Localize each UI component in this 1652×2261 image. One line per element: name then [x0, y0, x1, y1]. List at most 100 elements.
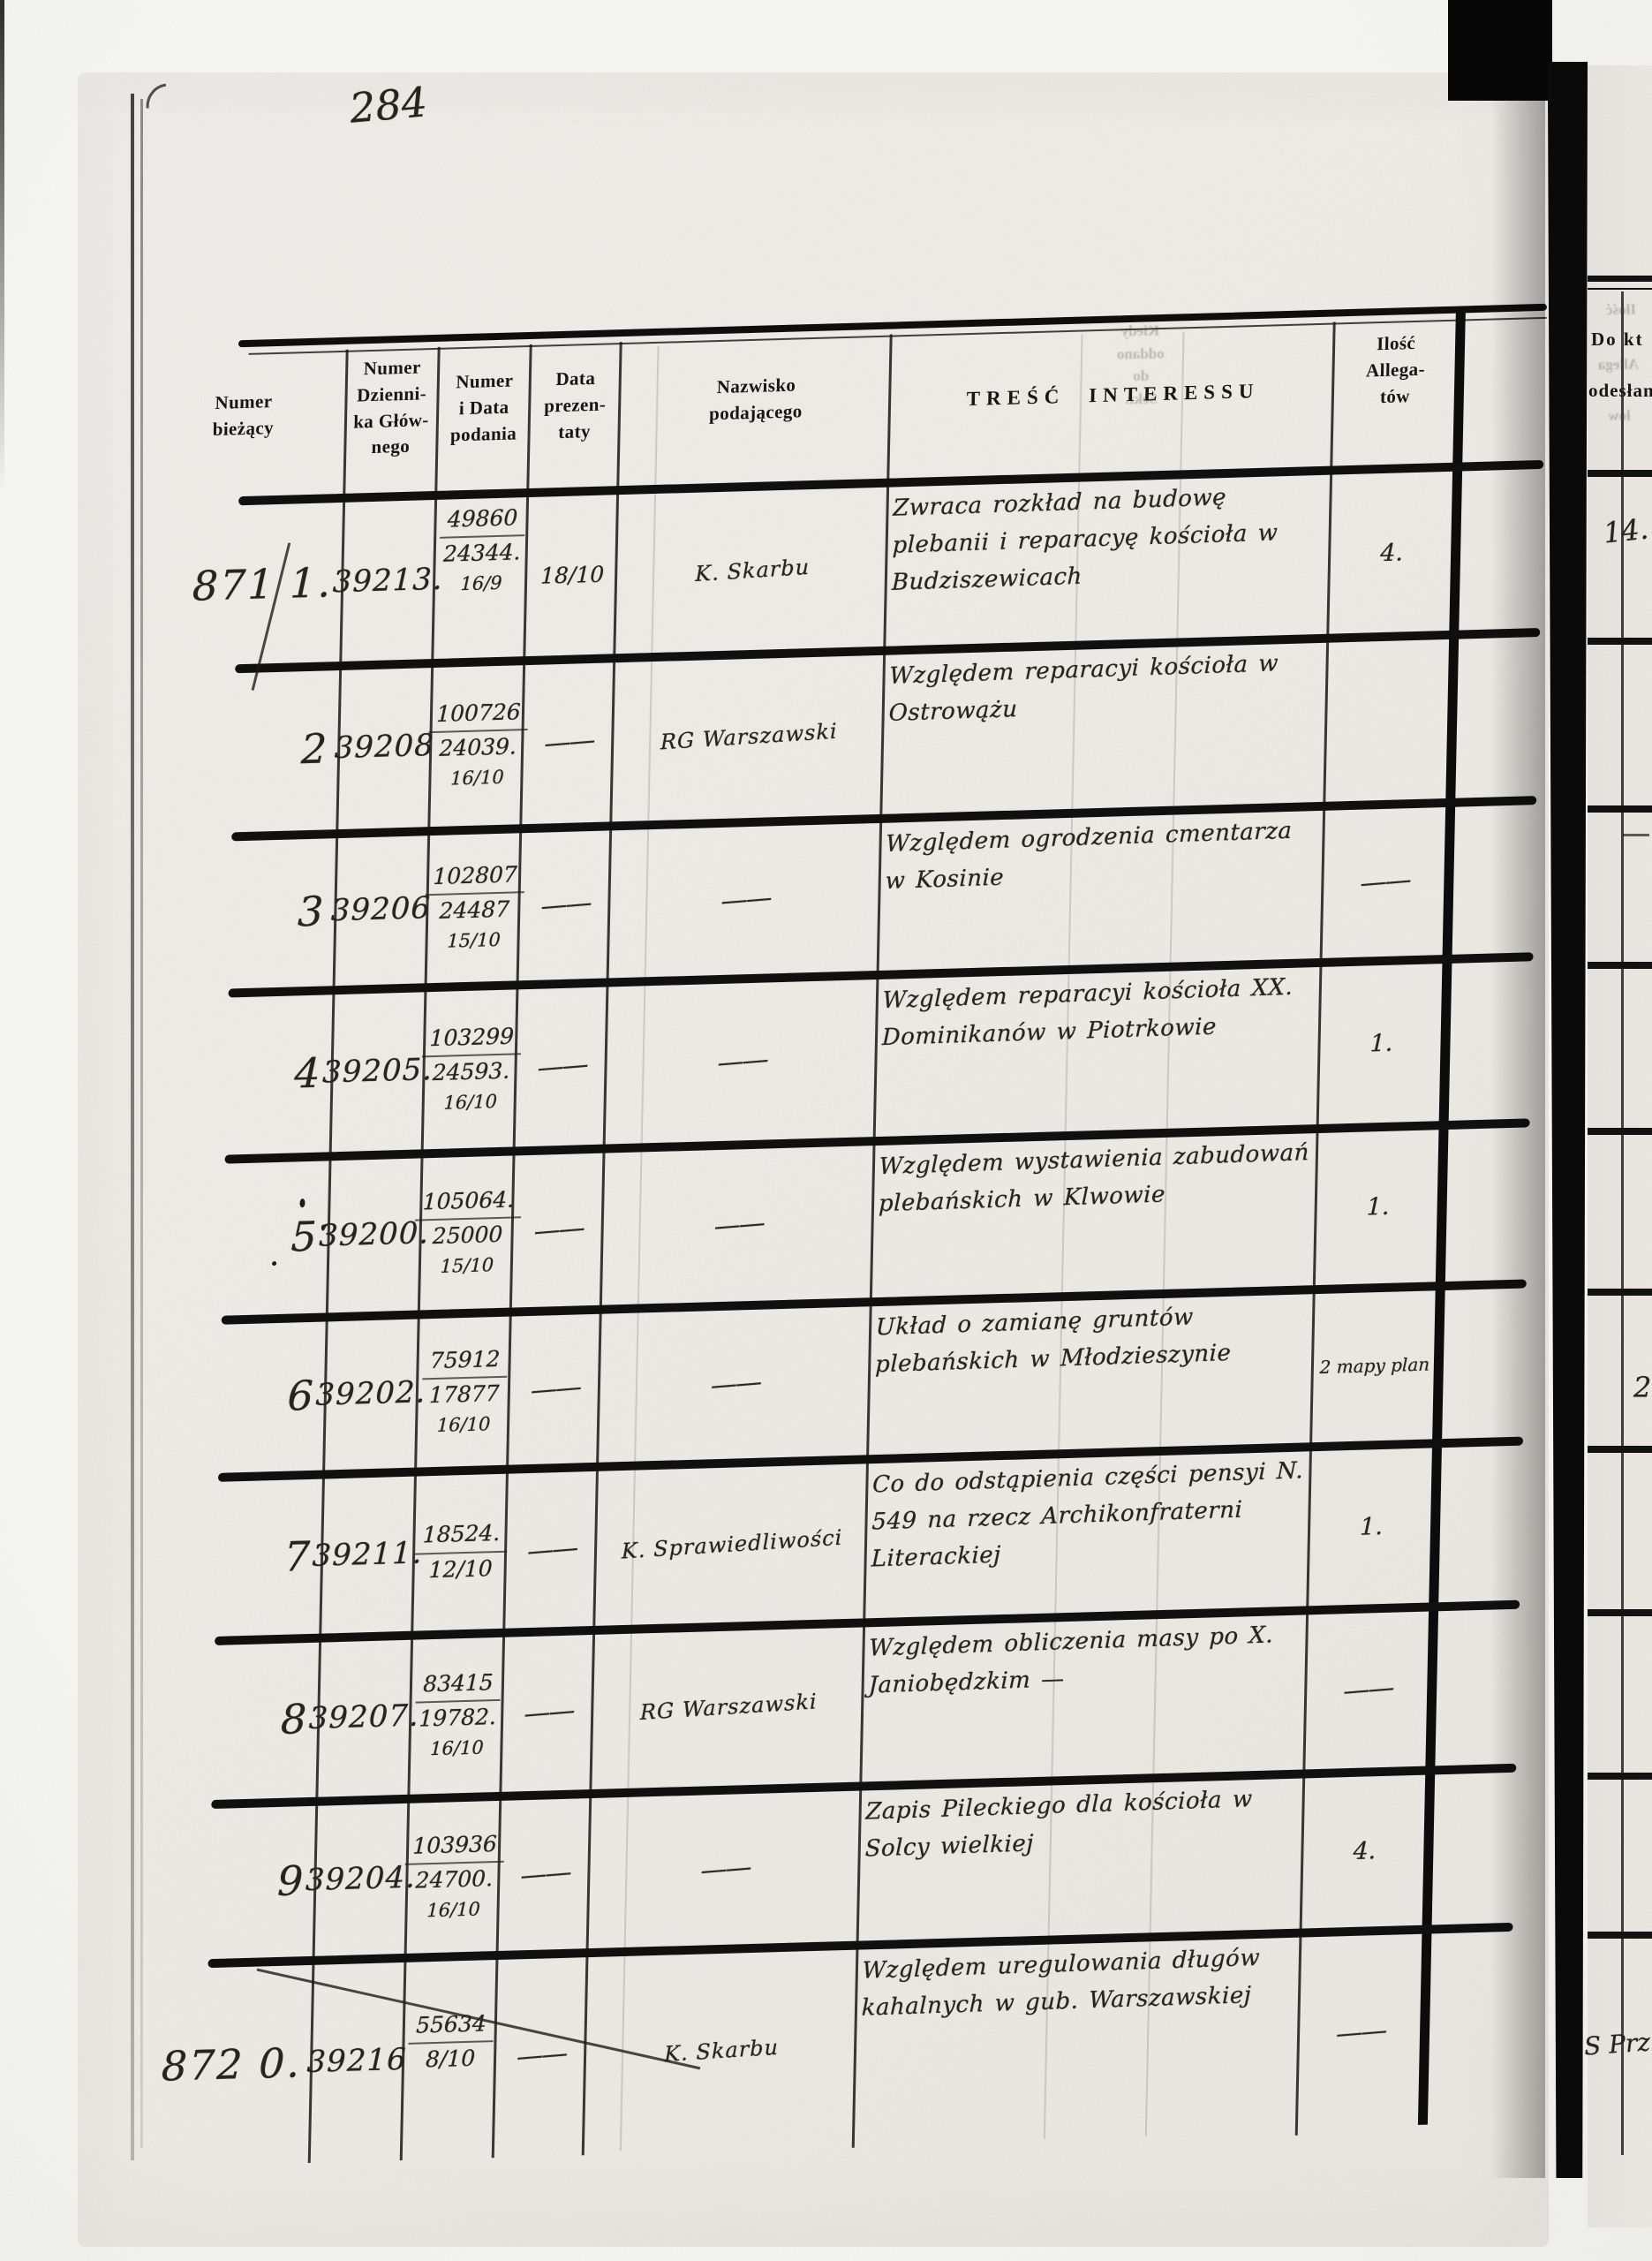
cell-numer-i-data: 103936 24700. 16/10 [404, 1803, 505, 1950]
podanie-date: 15/10 [440, 1253, 494, 1277]
cell-allegaty: 2 mapy plan [1319, 1353, 1430, 1379]
col-header-tresc-interessu: TREŚĆ INTERESSU [966, 379, 1260, 411]
podanie-date: 16/10 [449, 766, 504, 790]
col-header-numer-i-data: Numer i Data podania [449, 369, 517, 446]
right-page-header-fragment: odesłano [1588, 380, 1652, 401]
cell-numer-dziennika: 39216 [306, 2041, 408, 2080]
cell-data-prezentaty: —— [519, 1856, 570, 1892]
cell-numer-dziennika: 39205. [321, 1052, 434, 1091]
podanie-date: 16/10 [429, 1735, 484, 1759]
gutter-shadow [1490, 71, 1545, 2178]
cell-numer-dziennika: 39211. [312, 1535, 424, 1574]
cell-nazwisko: —— [720, 881, 771, 917]
podanie-number: 55634 [408, 2007, 494, 2045]
page-number: 284 [347, 78, 429, 132]
cell-data-prezentaty: 18/10 [539, 561, 605, 589]
cell-data-prezentaty: —— [530, 1371, 581, 1406]
podanie-number: 19782. [419, 1704, 497, 1732]
cell-nazwisko: K. Skarbu [664, 2034, 780, 2067]
cell-numer-dziennika: 39200. [318, 1215, 430, 1254]
bleedthrough-text: Iłość [1605, 300, 1637, 319]
podanie-date: 16/10 [436, 1412, 491, 1436]
podanie-number: 105064. [415, 1183, 522, 1221]
cell-tresc: Zwraca rozkład na budowę plebanii i repa… [891, 484, 1279, 597]
cell-nazwisko: —— [717, 1043, 768, 1078]
cell-data-prezentaty: —— [523, 1694, 574, 1730]
right-page-entry-fragment: 14. [1602, 511, 1650, 550]
right-page-top-rule-thin [1588, 288, 1652, 290]
cell-numer-biezacy: 8 [280, 1694, 309, 1743]
podanie-number: 103936 [404, 1827, 505, 1866]
cell-tresc: Względem reparacyi kościoła w Ostrowążu [888, 650, 1279, 728]
right-page-top-rule [1588, 276, 1652, 282]
cell-numer-biezacy: 7 [283, 1531, 313, 1581]
cell-numer-i-data: 83415 19782. 16/10 [411, 1639, 505, 1790]
cell-nazwisko: RG Warszawski [639, 1689, 818, 1725]
cell-nazwisko: —— [699, 1851, 751, 1887]
right-page-entry-fragment: 2 [1633, 1371, 1652, 1404]
podanie-number: 17877 [428, 1380, 500, 1409]
cell-numer-biezacy: 6 [287, 1371, 316, 1420]
col-header-ilosc-allegatow: Ilość Allega- tów [1365, 331, 1426, 407]
cell-allegaty: 1. [1366, 1192, 1390, 1221]
cell-numer-biezacy: 871 1. [192, 558, 333, 610]
podanie-number: 49860 [440, 502, 525, 540]
col-header-numer-dziennika: Numer Dzienni- ka Głów- nego [353, 356, 429, 458]
cell-tresc: Co do odstąpienia części pensyi N. 549 n… [871, 1457, 1304, 1573]
register-table: Numer bieżący Numer Dzienni- ka Głów- ne… [112, 303, 1548, 2174]
table-row: 872 0. 39216 55634 8/10 —— K. Skarbu Wzg… [112, 1935, 1434, 2162]
right-page-row-separator [1588, 1289, 1652, 1296]
cell-nazwisko: —— [710, 1365, 761, 1402]
scan-black-corner [1448, 0, 1552, 101]
podanie-number: 83415 [415, 1666, 502, 1704]
cell-numer-dziennika: 39202. [315, 1374, 426, 1413]
cell-allegaty: 4. [1353, 1836, 1377, 1865]
right-page-row-separator [1588, 1932, 1652, 1939]
cell-numer-biezacy: 2 [300, 724, 329, 774]
cell-nazwisko: K. Sprawiedliwości [621, 1524, 843, 1564]
podanie-number: 100726 [428, 696, 529, 734]
cell-tresc: Względem obliczenia masy po X. Janiobędz… [868, 1622, 1274, 1699]
ink-stroke [1623, 834, 1649, 836]
cell-allegaty: —— [1342, 1671, 1393, 1707]
right-page-entry-fragment: S Prz [1582, 2027, 1652, 2061]
cell-numer-dziennika: 39204. [305, 1859, 417, 1899]
right-page-row-separator [1588, 1128, 1652, 1135]
cell-numer-biezacy: 3 [297, 887, 326, 936]
cell-numer-i-data: 18524. 12/10 [414, 1476, 508, 1629]
cell-tresc: Względem wystawienia zabudowań plebański… [878, 1139, 1310, 1218]
cell-numer-i-data: 103299 24593. 16/10 [422, 991, 522, 1146]
bleedthrough-text: Allega [1597, 355, 1640, 374]
cell-numer-biezacy: 4 [293, 1048, 323, 1098]
podanie-date: 8/10 [425, 2045, 476, 2073]
cell-data-prezentaty: —— [537, 1048, 588, 1084]
cell-numer-dziennika: 39206 [330, 890, 432, 929]
cell-allegaty: —— [1359, 864, 1410, 899]
col-header-data-prezentaty: Data prezen- taty [543, 367, 607, 442]
cell-data-prezentaty: —— [516, 2038, 567, 2073]
podanie-number: 24487 [439, 896, 510, 925]
cell-allegaty: 1. [1369, 1029, 1393, 1057]
cell-numer-dziennika: 39208 [334, 727, 435, 767]
podanie-number: 18524. [415, 1516, 508, 1555]
cell-nazwisko: —— [713, 1206, 765, 1243]
cell-allegaty: —— [1335, 2015, 1386, 2050]
right-page-row-separator [1588, 1609, 1652, 1616]
right-page-row-separator [1588, 638, 1652, 645]
cell-numer-i-data: 55634 8/10 [404, 1946, 498, 2138]
cell-tresc: Względem ogrodzenia cmentarza w Kosinie [885, 817, 1293, 896]
cell-numer-i-data: 105064. 25000 15/10 [415, 1157, 522, 1306]
cell-allegaty: 1. [1359, 1512, 1384, 1541]
cell-nazwisko: RG Warszawski [660, 718, 838, 755]
cell-numer-biezacy: 9 [276, 1856, 306, 1905]
book-gutter [1547, 62, 1588, 2178]
cell-numer-i-data: 100726 24039. 16/10 [428, 667, 529, 821]
cell-data-prezentaty: —— [543, 724, 594, 760]
podanie-number: 24344. [442, 539, 521, 568]
cell-data-prezentaty: —— [539, 887, 591, 922]
podanie-date: 12/10 [428, 1554, 494, 1583]
cell-numer-biezacy: 872 0. [161, 2038, 302, 2091]
podanie-date: 16/9 [460, 571, 502, 594]
podanie-number: 102807 [425, 858, 525, 896]
